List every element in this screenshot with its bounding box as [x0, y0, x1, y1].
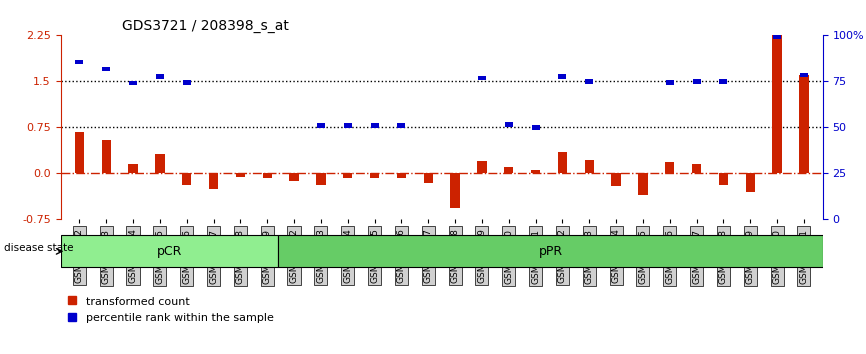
Bar: [638, 173, 648, 195]
Text: GDS3721 / 208398_s_at: GDS3721 / 208398_s_at: [121, 19, 288, 33]
Bar: [693, 79, 701, 84]
Bar: [692, 164, 701, 173]
Bar: [531, 170, 540, 173]
Bar: [504, 167, 514, 173]
Bar: [209, 173, 218, 189]
Bar: [665, 162, 675, 173]
FancyBboxPatch shape: [61, 235, 278, 267]
Bar: [611, 173, 621, 186]
Bar: [155, 154, 165, 173]
Bar: [236, 173, 245, 177]
Bar: [370, 173, 379, 178]
Bar: [371, 124, 378, 128]
Bar: [477, 161, 487, 173]
Bar: [585, 79, 593, 84]
Bar: [343, 173, 352, 178]
Bar: [800, 73, 808, 78]
Bar: [799, 75, 809, 173]
Bar: [423, 173, 433, 183]
Bar: [156, 74, 164, 79]
FancyBboxPatch shape: [278, 235, 823, 267]
Text: disease state: disease state: [4, 243, 74, 253]
Bar: [532, 125, 540, 130]
Bar: [773, 35, 781, 39]
Bar: [74, 132, 84, 173]
Bar: [262, 173, 272, 178]
Bar: [316, 173, 326, 184]
Bar: [183, 80, 191, 85]
Bar: [397, 173, 406, 178]
Bar: [129, 81, 137, 85]
Bar: [666, 80, 674, 85]
Bar: [75, 59, 83, 64]
Bar: [289, 173, 299, 181]
Bar: [585, 160, 594, 173]
Bar: [559, 74, 566, 79]
Bar: [720, 79, 727, 84]
Bar: [772, 35, 782, 173]
Bar: [128, 164, 138, 173]
Text: pPR: pPR: [539, 245, 563, 258]
Bar: [102, 67, 110, 71]
Text: pCR: pCR: [157, 245, 182, 258]
Bar: [746, 173, 755, 192]
Bar: [558, 152, 567, 173]
Bar: [478, 76, 486, 80]
Bar: [450, 173, 460, 209]
Bar: [182, 173, 191, 184]
Bar: [101, 140, 111, 173]
Bar: [505, 122, 513, 126]
Bar: [344, 124, 352, 128]
Bar: [317, 124, 325, 128]
Legend: transformed count, percentile rank within the sample: transformed count, percentile rank withi…: [66, 296, 274, 323]
Bar: [397, 124, 405, 128]
Bar: [719, 173, 728, 184]
